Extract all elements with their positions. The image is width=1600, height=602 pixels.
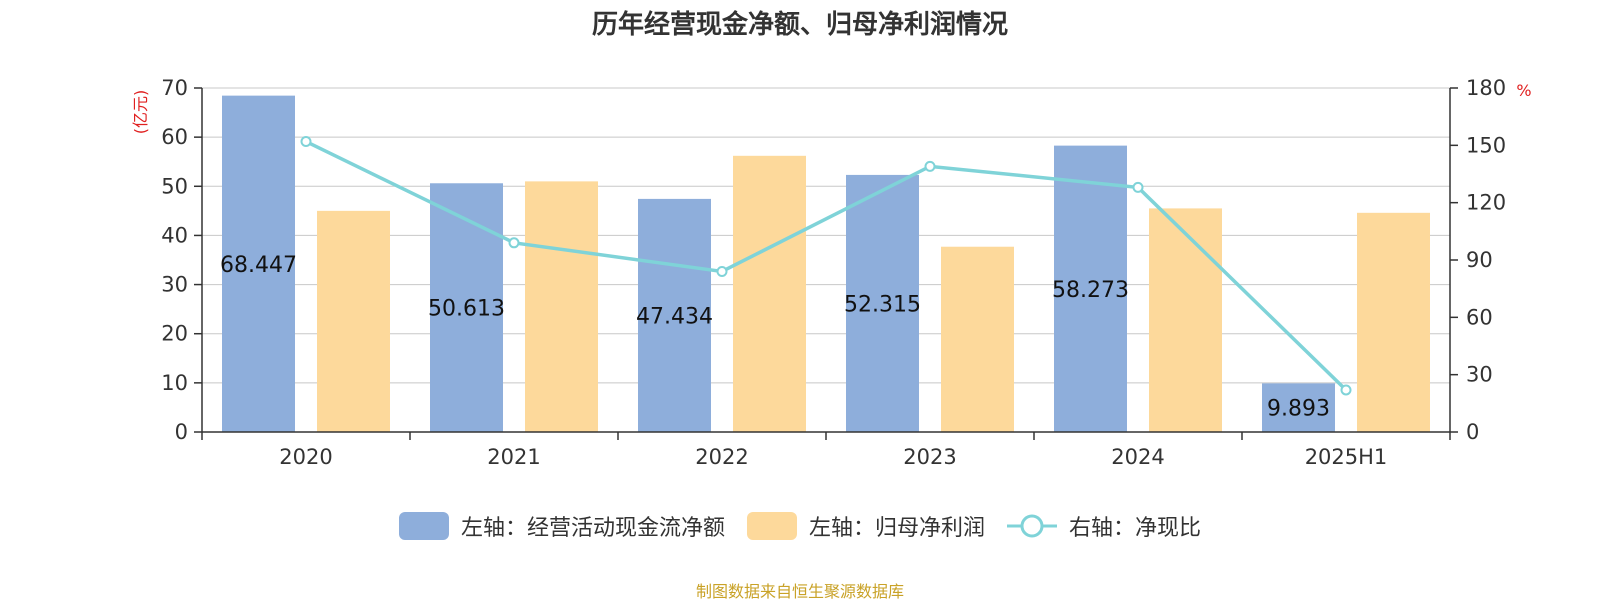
x-axis-tick-label: 2020 <box>279 445 332 469</box>
bar-data-label: 9.893 <box>1267 397 1330 422</box>
chart-canvas: 0 10 20 30 40 50 60 70 0 30 60 90 120 150 180 2020 2021 2… <box>131 76 1532 469</box>
legend-label-cash-ratio: 右轴：净现比 <box>1069 516 1202 541</box>
bar-operating-cash <box>222 95 295 432</box>
right-axis-tick-label: 0 <box>1466 420 1479 444</box>
right-axis-tick-label: 30 <box>1466 363 1493 387</box>
bar-operating-cash <box>638 198 711 432</box>
legend-item-net-profit[interactable]: 左轴：归母净利润 <box>746 510 985 542</box>
legend: 左轴：经营活动现金流净额 左轴：归母净利润 右轴：净现比 <box>0 510 1600 542</box>
right-axis-tick-label: 120 <box>1466 191 1506 215</box>
ratio-point <box>1132 181 1144 193</box>
legend-swatch-net-profit <box>746 512 797 540</box>
left-axis-tick-label: 50 <box>161 174 188 198</box>
left-axis-unit: (亿元) <box>131 90 150 135</box>
x-axis-tick-label: 2022 <box>695 445 748 469</box>
right-axis-unit: % <box>1516 81 1531 100</box>
bar-net-profit <box>1357 212 1430 432</box>
ratio-point <box>924 160 936 172</box>
bar-data-label: 50.613 <box>428 297 505 322</box>
right-axis-tick-label: 180 <box>1466 76 1506 100</box>
left-axis-tick-label: 60 <box>161 125 188 149</box>
ratio-point <box>300 136 312 148</box>
bar-net-profit <box>941 246 1014 432</box>
grid-lines <box>202 87 1450 384</box>
legend-label-net-profit: 左轴：归母净利润 <box>808 516 985 541</box>
x-axis-tick-label: 2023 <box>903 445 956 469</box>
left-axis-tick-label: 0 <box>175 420 188 444</box>
data-source-note: 制图数据来自恒生聚源数据库 <box>695 582 904 601</box>
bars <box>222 95 1430 432</box>
left-axis-tick-label: 30 <box>161 273 188 297</box>
right-axis-tick-label: 90 <box>1466 248 1493 272</box>
bar-data-label: 68.447 <box>220 253 297 278</box>
left-axis-tick-label: 70 <box>161 76 188 100</box>
bar-data-label: 52.315 <box>844 292 921 317</box>
legend-item-operating-cash[interactable]: 左轴：经营活动现金流净额 <box>398 510 725 542</box>
bar-data-label: 58.273 <box>1052 278 1129 303</box>
left-axis-tick-label: 20 <box>161 322 188 346</box>
axes: 0 10 20 30 40 50 60 70 0 30 60 90 120 150 180 2020 2021 2… <box>131 76 1532 469</box>
left-axis-tick-label: 40 <box>161 223 188 247</box>
ratio-point <box>508 237 520 249</box>
bar-net-profit <box>733 155 806 432</box>
legend-line-marker-icon <box>1007 514 1057 538</box>
legend-swatch-operating-cash <box>398 512 449 540</box>
data-labels: 68.447 50.613 47.434 52.315 58.273 9.893 <box>220 253 1330 422</box>
bar-net-profit <box>317 210 390 432</box>
ratio-line <box>300 136 1352 396</box>
ratio-line-path <box>305 139 1348 392</box>
legend-label-operating-cash: 左轴：经营活动现金流净额 <box>460 516 725 541</box>
bar-operating-cash <box>430 183 503 432</box>
bar-net-profit <box>525 181 598 432</box>
bar-operating-cash <box>1054 145 1127 432</box>
x-axis-tick-label: 2021 <box>487 445 540 469</box>
ratio-point <box>1340 384 1352 396</box>
x-axis-tick-label: 2025H1 <box>1305 445 1388 469</box>
bar-data-label: 47.434 <box>636 304 713 329</box>
ratio-point <box>716 265 728 277</box>
x-axis-tick-label: 2024 <box>1111 445 1164 469</box>
legend-item-cash-ratio[interactable]: 右轴：净现比 <box>1007 510 1201 542</box>
bar-operating-cash <box>846 174 919 432</box>
right-axis-tick-label: 60 <box>1466 305 1493 329</box>
right-axis-tick-label: 150 <box>1466 133 1506 157</box>
bar-net-profit <box>1149 208 1222 432</box>
chart-title: 历年经营现金净额、归母净利润情况 <box>591 10 1008 40</box>
bar-operating-cash <box>1262 383 1335 432</box>
left-axis-tick-label: 10 <box>161 371 188 395</box>
